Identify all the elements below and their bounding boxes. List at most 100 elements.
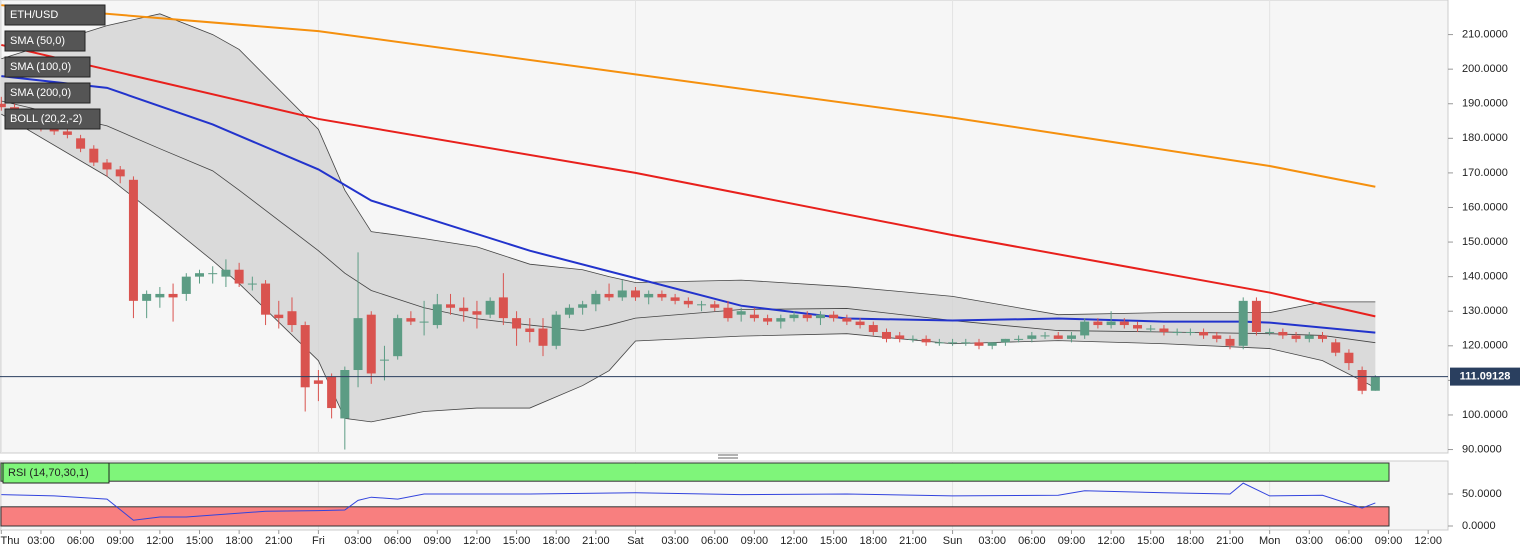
x-tick-label: 15:00 — [503, 535, 531, 547]
candle-body — [287, 311, 297, 326]
candle-body — [855, 321, 865, 326]
legend-box[interactable] — [4, 82, 91, 104]
candle-body — [1238, 300, 1248, 346]
x-tick-label: 06:00 — [384, 535, 412, 547]
candle-body — [591, 293, 601, 305]
candle-body — [221, 269, 231, 277]
x-tick-label: Fri — [312, 535, 325, 547]
x-tick-label: 15:00 — [1137, 535, 1165, 547]
x-tick-label: 12:00 — [1097, 535, 1125, 547]
oversold-zone — [0, 506, 1390, 527]
legend-entry: BOLL (20,2,-2) — [10, 113, 82, 125]
candle-body — [564, 307, 574, 315]
candle-body — [353, 318, 363, 371]
x-tick-label: Sat — [627, 535, 644, 547]
sma-line — [1, 43, 1376, 318]
y-tick-label: 150.0000 — [1462, 236, 1508, 248]
candle-body — [498, 297, 508, 319]
candle-body — [1172, 331, 1182, 333]
candle-body — [1317, 335, 1327, 339]
overbought-zone — [0, 462, 1390, 482]
x-tick-label: 21:00 — [265, 535, 293, 547]
candle-body — [115, 169, 125, 177]
candle-body — [551, 314, 561, 346]
candle-body — [432, 304, 442, 326]
candle-body — [736, 311, 746, 315]
candle-body — [1251, 300, 1261, 332]
candle-body — [1106, 321, 1116, 326]
x-tick-label: 18:00 — [225, 535, 253, 547]
candle-body — [1225, 338, 1235, 346]
x-tick-label: 09:00 — [1375, 535, 1403, 547]
y-tick-label: 0.0000 — [1462, 520, 1496, 532]
x-tick-label: 12:00 — [463, 535, 491, 547]
legend-box[interactable] — [4, 30, 86, 52]
legend-box[interactable] — [4, 4, 106, 26]
legend-entry: RSI (14,70,30,1) — [8, 467, 89, 479]
candle-body — [1027, 335, 1037, 339]
legend-box[interactable] — [2, 462, 110, 484]
sma-line — [1, 4, 1376, 188]
candle-body — [789, 314, 799, 319]
candle-body — [62, 131, 72, 135]
candle-body — [1014, 338, 1024, 340]
candle-body — [102, 162, 112, 170]
x-tick-label: 09:00 — [106, 535, 134, 547]
candle-body — [1265, 331, 1275, 333]
candle-body — [89, 148, 99, 163]
candle-body — [155, 293, 165, 298]
x-tick-label: 18:00 — [542, 535, 570, 547]
candle-body — [895, 335, 905, 339]
x-tick-label: 12:00 — [780, 535, 808, 547]
candle-body — [419, 321, 429, 323]
candle-body — [829, 314, 839, 319]
candle-body — [538, 328, 548, 346]
candle-body — [76, 138, 86, 149]
candle-body — [1291, 335, 1301, 339]
candle-body — [1199, 331, 1209, 336]
y-tick-label: 210.0000 — [1462, 28, 1508, 40]
y-tick-label: 180.0000 — [1462, 132, 1508, 144]
panel-resize-handle[interactable] — [718, 454, 738, 459]
candle-body — [512, 318, 522, 329]
candle-body — [815, 314, 825, 319]
candle-body — [723, 307, 733, 319]
candle-body — [644, 293, 654, 298]
candle-body — [1278, 331, 1288, 336]
candle-body — [802, 314, 812, 319]
candle-body — [657, 293, 667, 298]
candle-body — [393, 318, 403, 357]
x-tick-label: 03:00 — [978, 535, 1006, 547]
x-tick-label: 06:00 — [1018, 535, 1046, 547]
candle-body — [1159, 328, 1169, 332]
candle-body — [1357, 370, 1367, 391]
x-tick-label: 09:00 — [1058, 535, 1086, 547]
x-tick-label: 12:00 — [146, 535, 174, 547]
x-tick-label: 09:00 — [424, 535, 452, 547]
candle-body — [683, 300, 693, 305]
x-tick-label: 21:00 — [582, 535, 610, 547]
candle-body — [1093, 321, 1103, 326]
y-tick-label: 90.0000 — [1462, 443, 1502, 455]
y-tick-label: 140.0000 — [1462, 271, 1508, 283]
candle-body — [961, 342, 971, 344]
candle-body — [908, 338, 918, 340]
candle-body — [842, 318, 852, 322]
candle-body — [379, 359, 389, 361]
candle-body — [340, 370, 350, 419]
x-tick-label: 06:00 — [1335, 535, 1363, 547]
candle-body — [247, 283, 257, 285]
candle-body — [485, 300, 495, 315]
candle-body — [208, 273, 218, 275]
candle-body — [327, 376, 337, 409]
candle-body — [1066, 335, 1076, 339]
x-tick-label: 03:00 — [1296, 535, 1324, 547]
legend-entry: ETH/USD — [10, 9, 58, 21]
y-tick-label: 50.0000 — [1462, 488, 1502, 500]
legend-box[interactable] — [4, 56, 91, 78]
legend-box[interactable] — [4, 108, 101, 130]
candle-body — [974, 342, 984, 346]
candle-body — [1370, 376, 1380, 391]
